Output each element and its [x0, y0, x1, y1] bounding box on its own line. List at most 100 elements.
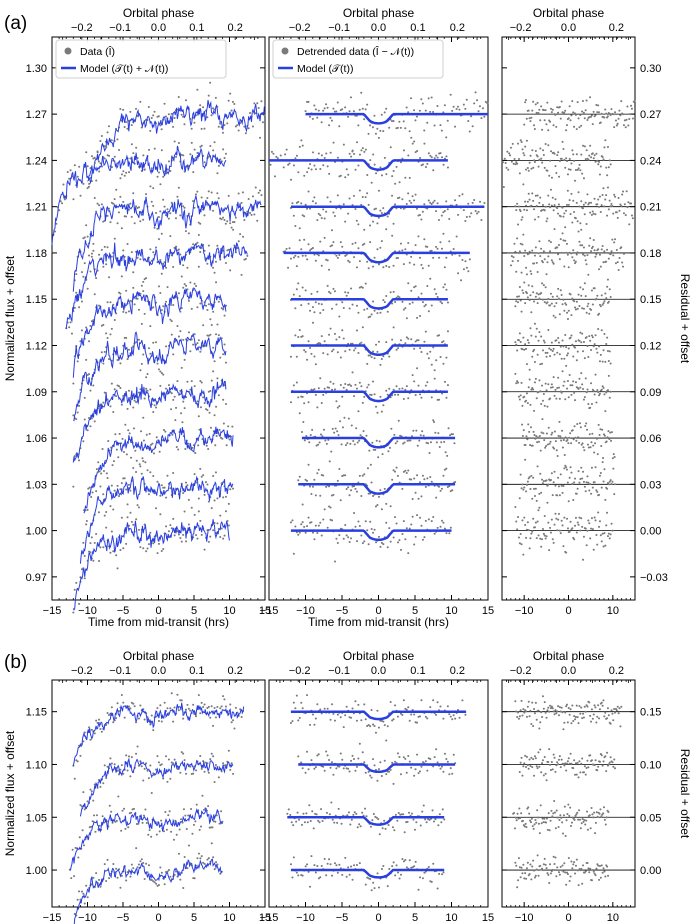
panel_a-right-phase-tick-label: 0.0 [561, 22, 576, 34]
panel_a-left-model-line [87, 99, 266, 185]
panel-b-label: (b) [4, 652, 27, 673]
panel_a-middle-legend-box [272, 39, 444, 79]
panel_a-left-y-tick-label: 1.09 [26, 387, 47, 399]
panel_a-middle-phase-tick-label: 0.1 [410, 22, 425, 34]
panel_a-left-y-tick-label: 1.12 [26, 340, 47, 352]
panel_b-right-y-tick-label: 0.00 [640, 865, 661, 877]
panel_a-right-y-tick-label: 0.24 [640, 155, 661, 167]
panel_a-right-residual-points [514, 501, 614, 561]
panel_a-right-y-tick-label: 0.30 [640, 63, 661, 75]
panel_a-right-y-tick-label: 0.21 [640, 202, 661, 214]
panel_a-left-y-tick-label: 1.24 [26, 155, 47, 167]
panel_a-middle-data-points [297, 463, 457, 511]
panel_a-middle-model-line [301, 436, 456, 449]
panel_a-middle-x-tick-label: 0 [375, 605, 381, 617]
panel_b-left-x-tick-label: 0 [155, 912, 161, 924]
panel_b-left-phase-title: Orbital phase [123, 649, 195, 663]
panel_a-middle-legend-data-label: Detrended data (Î − 𝒩(t)) [297, 45, 414, 58]
panel_a-left-data-points [65, 228, 249, 335]
panel_a-left-data-points [79, 460, 235, 583]
panel_a-middle-x-label: Time from mid-transit (hrs) [308, 615, 449, 629]
panel_a-middle-model-line [290, 529, 452, 542]
panel_a-left-y-label: Normalized flux + offset [3, 255, 17, 381]
panel_b-left-y-label: Normalized flux + offset [3, 730, 17, 856]
panel_a-left-y-tick-label: 1.21 [26, 202, 47, 214]
panel_b-left-x-tick-label: −10 [78, 912, 97, 924]
panel_b-left-x-tick-label: 15 [259, 912, 271, 924]
panel_a-left-model-line [72, 331, 227, 422]
panel_b-right-residual-points [518, 748, 617, 782]
panel_a-left-data-points [72, 510, 230, 614]
panel_a-left-data-points [72, 362, 227, 488]
panel_a-left-series [51, 81, 266, 614]
panel_a-right-y-tick-label: 0.15 [640, 294, 661, 306]
panel_a-right-residual-points [523, 96, 636, 132]
panel_b-left-y-tick-label: 1.05 [26, 812, 47, 824]
panel_a-left-phase-tick-label: −0.1 [109, 22, 131, 34]
panel_a-middle-model-line [290, 390, 448, 403]
panel_a-left-data-points [72, 322, 227, 421]
panel_b-right-y-tick-label: 0.10 [640, 759, 661, 771]
panel_b-middle-phase-title: Orbital phase [343, 649, 415, 663]
panel_b-middle-x-tick-label: 10 [445, 912, 457, 924]
panel_a-right-y-tick-label: −0.03 [640, 572, 668, 584]
panel_b-right-x-tick-label: 0 [565, 912, 571, 924]
panel_a-middle-x-tick-label: 15 [482, 605, 494, 617]
panel_b-middle-phase-tick-label: 0.1 [410, 665, 425, 677]
panel_a-left-data-points [72, 265, 227, 385]
panel_b-right-x-tick-label: −10 [515, 912, 534, 924]
panel_a-right-y-tick-label: 0.00 [640, 526, 661, 538]
panel_a-middle-x-tick-label: −15 [260, 605, 279, 617]
panel_a-left-y-tick-label: 0.97 [26, 572, 47, 584]
panel_b-middle-x-tick-label: 15 [482, 912, 494, 924]
panel_b-middle-model-line [298, 763, 456, 774]
panel_a-right-y-tick-label: 0.18 [640, 248, 661, 260]
panel_b-left-data-points [72, 692, 245, 780]
panel_a-left-model-line [79, 475, 234, 564]
panel_a-middle-frame [268, 36, 489, 601]
panel_a-right-x-tick-label: −10 [515, 605, 534, 617]
panel_a-middle-phase-tick-label: −0.1 [328, 22, 350, 34]
panel_a-middle-series [268, 91, 489, 563]
panel_a-left-legend-data-label: Data (Î) [80, 45, 115, 58]
panel_a-left-model-line [72, 287, 227, 378]
panel_a-middle-data-points [289, 505, 452, 563]
panel_b-left-phase-tick-label: 0.1 [189, 665, 204, 677]
panel_a-middle-phase-tick-label: 0.0 [371, 22, 386, 34]
panel_a-middle-x-tick-label: 10 [445, 605, 457, 617]
panel_b-middle-frame [268, 679, 489, 908]
panel_b-right-y-label: Residual + offset [678, 749, 692, 839]
panel_b-left-data-points [79, 745, 235, 811]
panel_a-left-data-points [83, 406, 234, 522]
panel_a-right-series [501, 96, 636, 561]
panel_a-right-residual-points [514, 183, 634, 229]
panel_a-left-x-tick-label: 10 [223, 605, 235, 617]
panel-a-label: (a) [4, 13, 27, 34]
panel_a-right-residual-points [509, 228, 625, 281]
panel_a-left-frame [51, 36, 266, 601]
panel_a-middle-model-line [305, 112, 488, 125]
panel_a-left-x-tick-label: 5 [191, 605, 197, 617]
panel_b-right-series [502, 695, 635, 889]
panel_a-middle-x-tick-label: −5 [336, 605, 349, 617]
panel_b-right-phase-tick-label: 0.0 [561, 665, 576, 677]
panel_a-right-residual-points [514, 327, 612, 371]
panel_b-middle-x-tick-label: 0 [375, 912, 381, 924]
panel_b-right-y-tick-label: 0.05 [640, 812, 661, 824]
panel_a-right-residual-points [514, 281, 612, 325]
panel_b-left-x-tick-label: −15 [43, 912, 62, 924]
panel_a-left-y-tick-label: 1.15 [26, 294, 47, 306]
panel_b-middle-data-points [289, 694, 467, 742]
panel_b-left-phase-tick-label: 0.2 [228, 665, 243, 677]
panel_a-middle-data-points [289, 189, 486, 232]
panel_b-left-model-line [72, 702, 245, 766]
panel_a-left-y-tick-label: 1.18 [26, 248, 47, 260]
panel_b-middle-x-tick-label: 5 [412, 912, 418, 924]
panel_a-left-data-points [86, 81, 266, 190]
panel_b-right-x-tick-label: 10 [607, 912, 619, 924]
panel_b-right-phase-tick-label: −0.2 [510, 665, 532, 677]
panel_a-right-y-tick-label: 0.12 [640, 340, 661, 352]
panel_a-left-y-tick-label: 1.30 [26, 63, 47, 75]
panel_b-left-y-tick-label: 1.00 [26, 865, 47, 877]
